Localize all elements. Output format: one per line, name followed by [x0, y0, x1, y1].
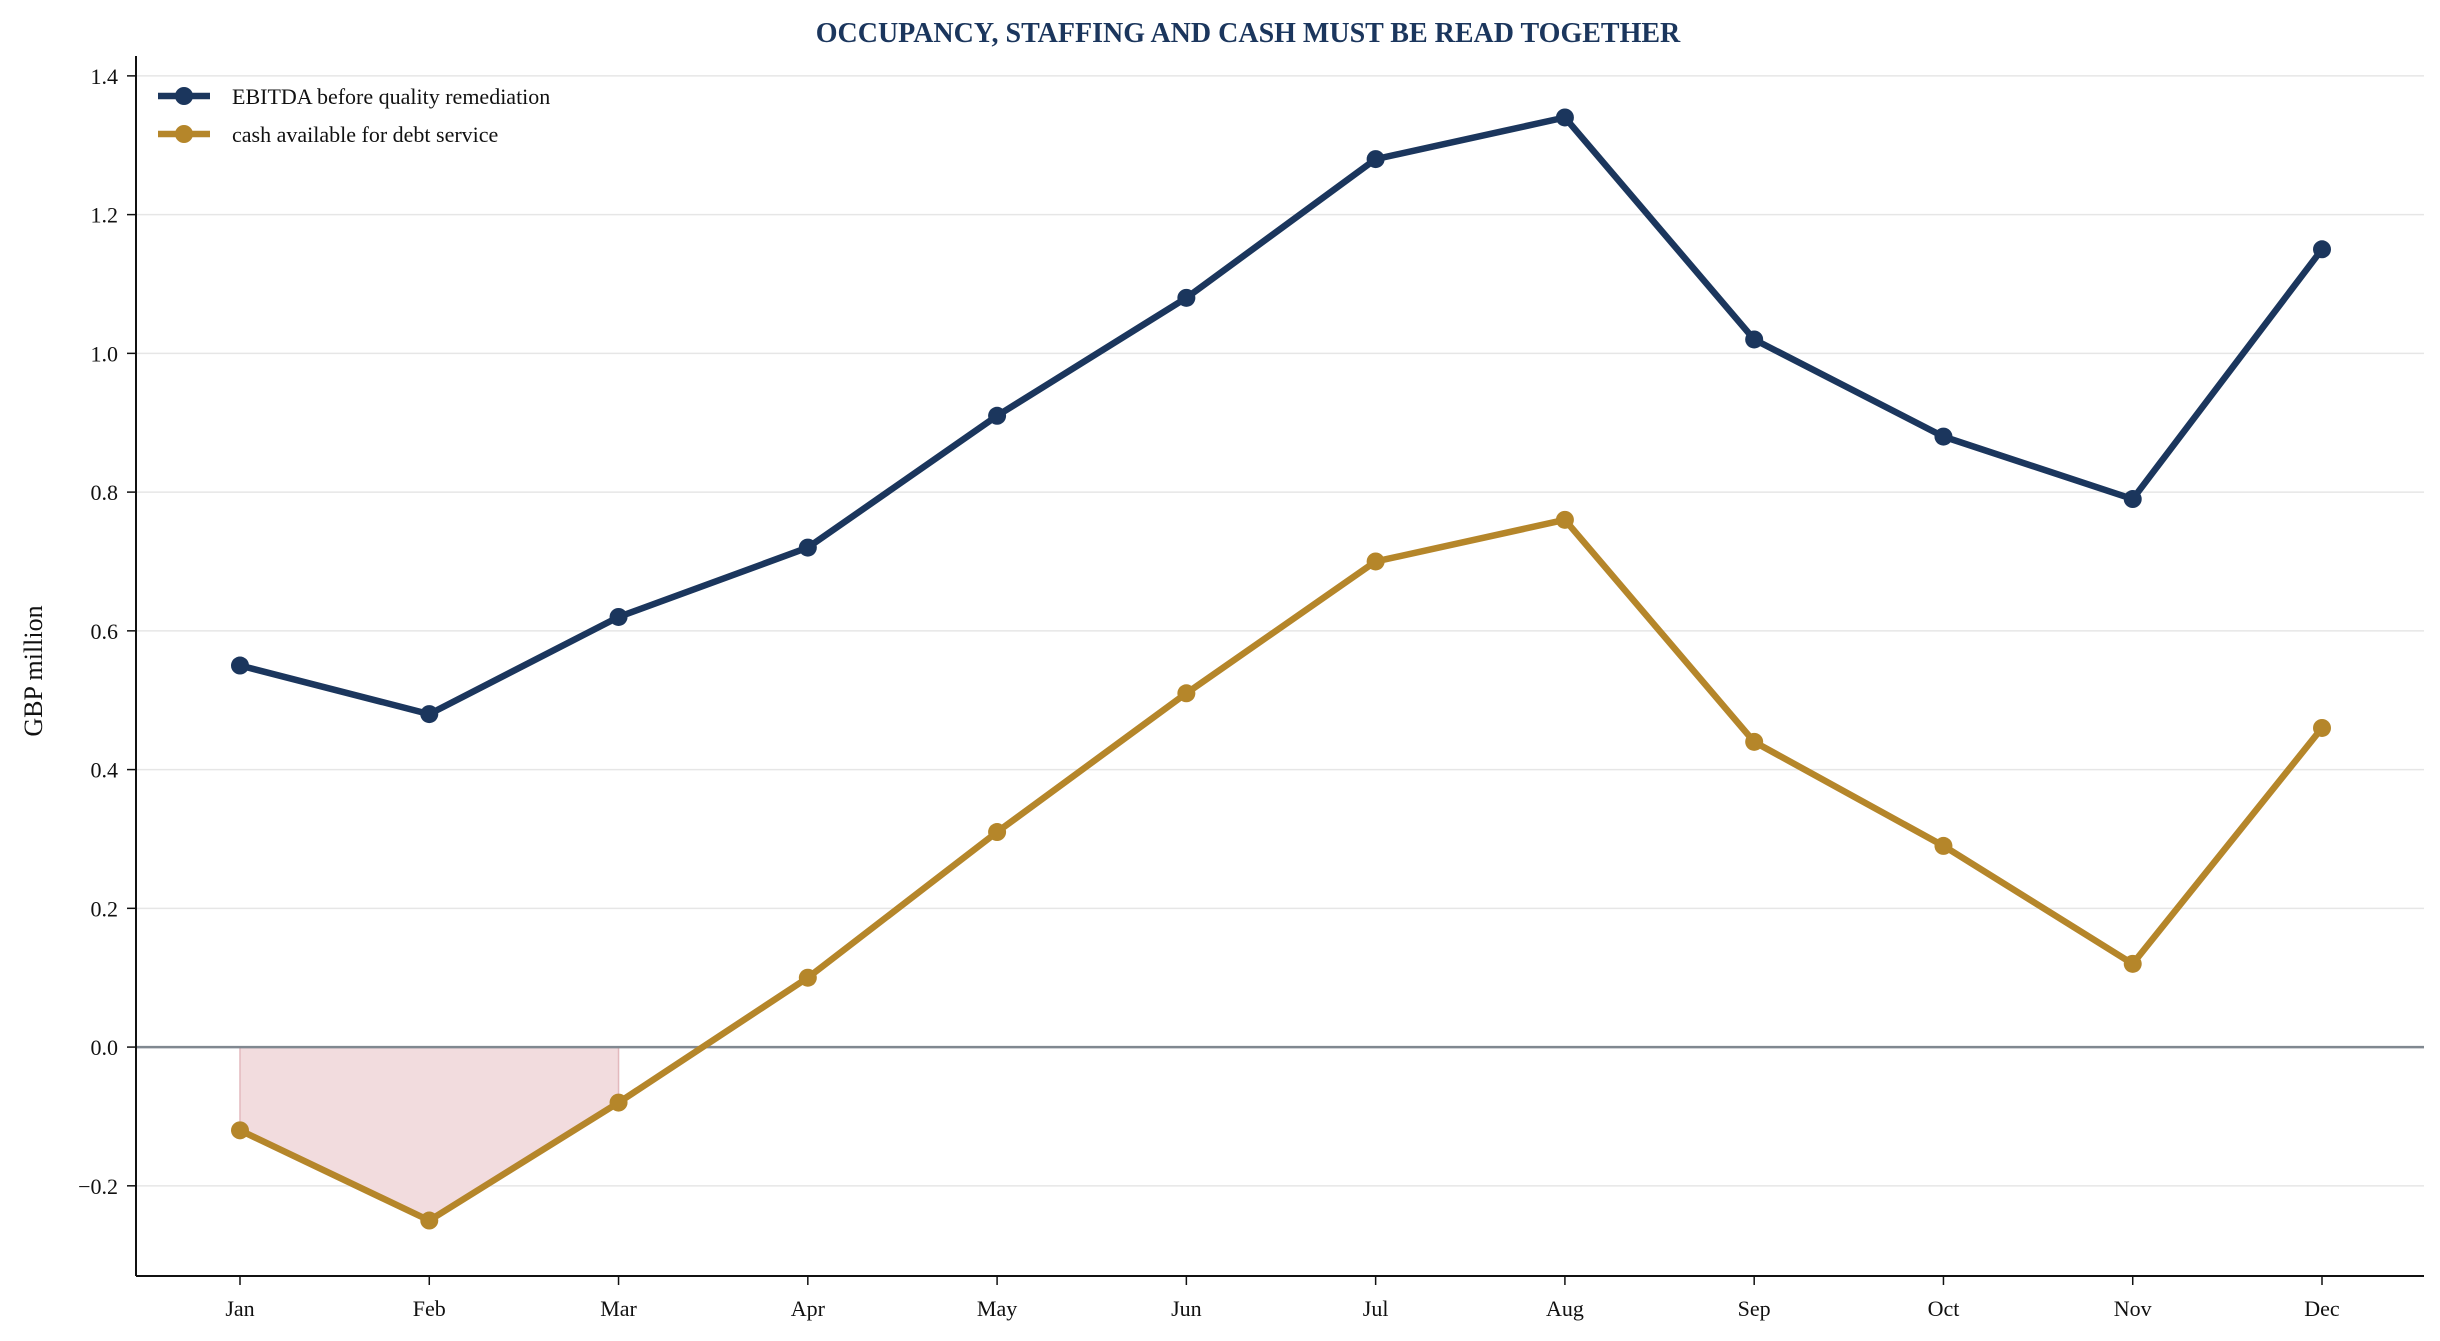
- axes: −0.2 0.0 0.2 0.4 0.6 0.8 1.0 1.2 1.4 Jan Feb Mar Apr…: [78, 56, 2424, 1321]
- y-tick-label: −0.2: [78, 1174, 118, 1199]
- legend: EBITDA before quality remediation cash av…: [158, 84, 550, 147]
- data-point: [1177, 288, 1196, 307]
- x-tick-label: Apr: [791, 1296, 826, 1321]
- x-tick-label: Mar: [600, 1296, 637, 1321]
- legend-label: EBITDA before quality remediation: [232, 84, 550, 109]
- x-tick-label: Jul: [1363, 1296, 1389, 1321]
- data-point: [988, 823, 1007, 842]
- data-point: [609, 1093, 628, 1112]
- x-tick-label: Jan: [225, 1296, 254, 1321]
- grid-lines: [136, 75, 2424, 1187]
- legend-swatch-marker: [175, 87, 193, 105]
- legend-swatch-marker: [175, 125, 193, 143]
- x-tick-label: Aug: [1546, 1296, 1584, 1321]
- data-point: [798, 538, 817, 557]
- data-point: [2123, 490, 2142, 509]
- negative-cash-area: [239, 1046, 620, 1222]
- data-point: [1555, 510, 1574, 529]
- x-tick-label: Dec: [2304, 1296, 2340, 1321]
- x-tick-label: Feb: [413, 1296, 446, 1321]
- legend-label: cash available for debt service: [232, 122, 498, 147]
- series-cash: [231, 510, 2331, 1230]
- data-point: [2123, 954, 2142, 973]
- chart-title: OCCUPANCY, STAFFING AND CASH MUST BE REA…: [816, 18, 1681, 49]
- data-point: [1934, 836, 1953, 855]
- data-point: [988, 406, 1007, 425]
- x-tick-label: Nov: [2114, 1296, 2152, 1321]
- y-tick-label: 0.0: [91, 1035, 119, 1060]
- y-tick-label: 0.6: [91, 619, 119, 644]
- data-point: [231, 1121, 249, 1140]
- data-point: [1745, 330, 1764, 349]
- y-axis-label: GBP million: [19, 605, 48, 736]
- series-ebitda: [231, 108, 2331, 724]
- negative-cash-fill: [239, 1046, 620, 1222]
- y-tick-label: 1.4: [91, 64, 119, 89]
- data-point: [2313, 718, 2331, 737]
- x-tick-label: May: [977, 1296, 1017, 1321]
- data-point: [420, 1211, 439, 1230]
- data-point: [609, 607, 628, 626]
- data-point: [1745, 732, 1764, 751]
- x-tick-label: Oct: [1928, 1296, 1960, 1321]
- y-tick-label: 0.8: [91, 480, 119, 505]
- series-line: [236, 516, 2326, 1224]
- y-tick-label: 0.2: [91, 896, 119, 921]
- y-tick-label: 1.0: [91, 341, 119, 366]
- x-tick-label: Jun: [1171, 1296, 1202, 1321]
- data-point: [1366, 552, 1385, 571]
- series-lines: [231, 108, 2331, 1230]
- data-point: [231, 656, 249, 675]
- data-point: [1555, 108, 1574, 127]
- data-point: [1366, 150, 1385, 169]
- x-tick-label: Sep: [1738, 1296, 1771, 1321]
- legend-entry: EBITDA before quality remediation: [158, 84, 550, 109]
- series-line: [236, 114, 2326, 718]
- y-tick-label: 0.4: [91, 758, 119, 783]
- data-point: [2313, 240, 2331, 259]
- data-point: [420, 705, 439, 724]
- data-point: [798, 968, 817, 987]
- legend-entry: cash available for debt service: [158, 122, 498, 147]
- y-tick-label: 1.2: [91, 203, 119, 228]
- data-point: [1934, 427, 1953, 446]
- data-point: [1177, 684, 1196, 703]
